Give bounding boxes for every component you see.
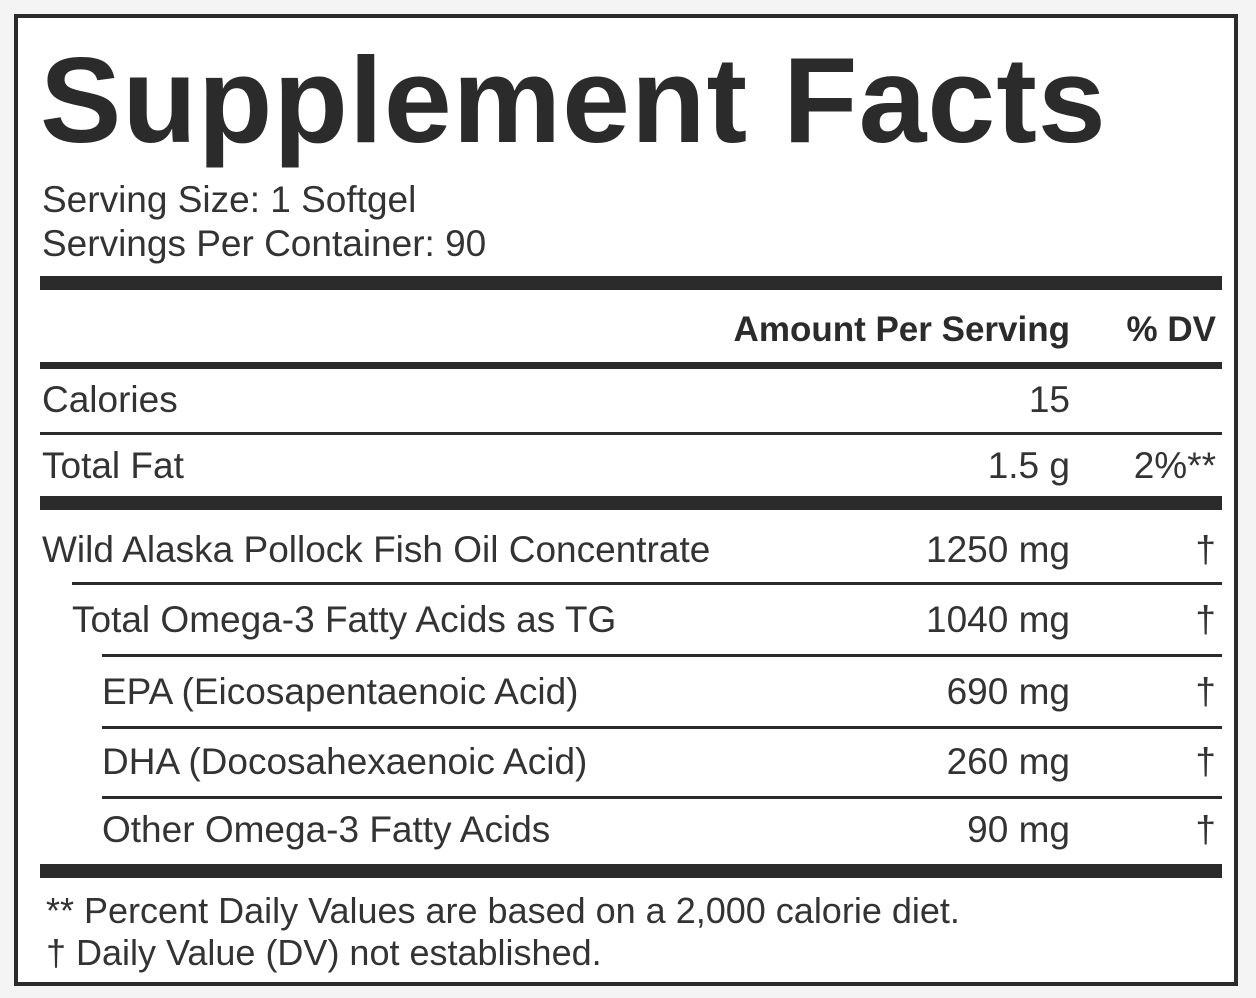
nutrient-dv: † [1195, 671, 1216, 712]
row-divider [102, 726, 1222, 729]
nutrient-dv: † [1195, 809, 1216, 850]
nutrient-name: EPA (Eicosapentaenoic Acid) [102, 671, 579, 712]
dv-header: % DV [1126, 310, 1216, 349]
nutrient-amount: 90 mg [967, 809, 1070, 850]
nutrient-name: Total Omega-3 Fatty Acids as TG [72, 599, 617, 640]
nutrient-dv: † [1195, 741, 1216, 782]
thick-divider-mid [40, 496, 1222, 510]
nutrient-dv: † [1195, 529, 1216, 570]
footnote-dv-not-established: † Daily Value (DV) not established. [46, 932, 602, 973]
nutrient-amount: 1.5 g [987, 445, 1070, 486]
row-divider [40, 432, 1222, 435]
servings-per-container: Servings Per Container: 90 [42, 223, 487, 264]
serving-size: Serving Size: 1 Softgel [42, 179, 417, 220]
footnote-percent-dv: ** Percent Daily Values are based on a 2… [46, 890, 960, 931]
nutrient-amount: 690 mg [946, 671, 1070, 712]
panel-title: Supplement Facts [40, 32, 1107, 168]
nutrient-name: Other Omega-3 Fatty Acids [102, 809, 551, 850]
nutrient-amount: 15 [1028, 379, 1070, 420]
thick-divider-top [40, 276, 1222, 290]
row-divider [102, 654, 1222, 657]
amount-per-serving-header: Amount Per Serving [733, 310, 1070, 349]
nutrient-dv: 2%** [1133, 445, 1216, 486]
nutrient-name: Wild Alaska Pollock Fish Oil Concentrate [42, 529, 711, 570]
nutrient-name: Total Fat [42, 445, 184, 486]
nutrient-name: Calories [42, 379, 178, 420]
header-divider [40, 362, 1222, 369]
thick-divider-bottom [40, 864, 1222, 878]
row-divider [72, 582, 1222, 585]
nutrient-dv: † [1195, 599, 1216, 640]
nutrient-amount: 1250 mg [926, 529, 1070, 570]
row-divider [102, 796, 1222, 799]
supplement-facts-panel: Supplement Facts Serving Size: 1 Softgel… [14, 14, 1238, 986]
nutrient-amount: 260 mg [946, 741, 1070, 782]
nutrient-name: DHA (Docosahexaenoic Acid) [102, 741, 588, 782]
nutrient-amount: 1040 mg [926, 599, 1070, 640]
